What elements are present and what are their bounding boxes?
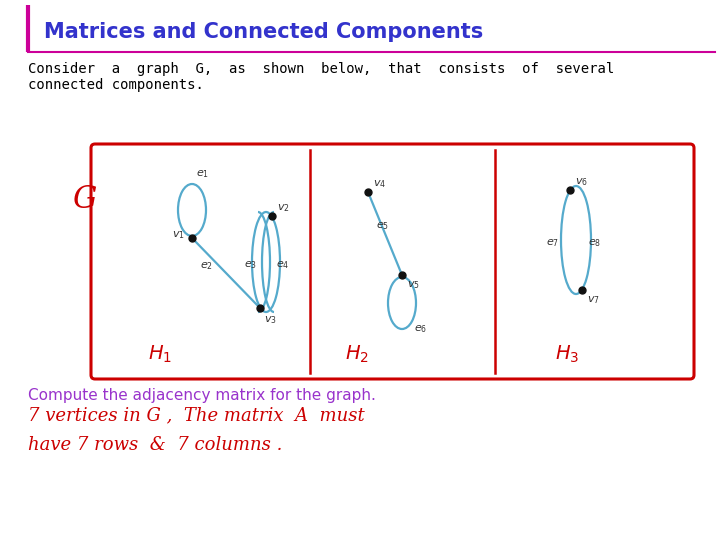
Text: 7 vertices in G ,  The matrix  A  must: 7 vertices in G , The matrix A must	[28, 406, 365, 424]
Text: $e_3$: $e_3$	[244, 259, 257, 271]
Text: $v_1$: $v_1$	[172, 229, 185, 241]
Text: $v_4$: $v_4$	[373, 178, 386, 190]
Text: $v_2$: $v_2$	[277, 202, 289, 214]
Text: $e_1$: $e_1$	[196, 168, 209, 180]
Text: connected components.: connected components.	[28, 78, 204, 92]
Text: $e_5$: $e_5$	[376, 220, 389, 232]
Text: $e_4$: $e_4$	[276, 259, 289, 271]
Text: Compute the adjacency matrix for the graph.: Compute the adjacency matrix for the gra…	[28, 388, 376, 403]
Text: $e_8$: $e_8$	[588, 237, 601, 249]
FancyBboxPatch shape	[91, 144, 694, 379]
Text: $H_3$: $H_3$	[555, 344, 579, 365]
Text: G: G	[72, 185, 96, 215]
Text: Matrices and Connected Components: Matrices and Connected Components	[44, 22, 483, 42]
Text: $v_3$: $v_3$	[264, 314, 276, 326]
Text: $H_2$: $H_2$	[345, 344, 369, 365]
Text: $v_7$: $v_7$	[587, 294, 600, 306]
Text: $v_6$: $v_6$	[575, 176, 588, 188]
Text: $e_2$: $e_2$	[200, 260, 213, 272]
Text: have 7 rows  &  7 columns .: have 7 rows & 7 columns .	[28, 436, 282, 454]
Text: $v_5$: $v_5$	[407, 279, 420, 291]
Text: $e_7$: $e_7$	[546, 237, 559, 249]
Text: $H_1$: $H_1$	[148, 344, 172, 365]
Text: $e_6$: $e_6$	[414, 323, 427, 335]
Text: Consider  a  graph  G,  as  shown  below,  that  consists  of  several: Consider a graph G, as shown below, that…	[28, 62, 614, 76]
